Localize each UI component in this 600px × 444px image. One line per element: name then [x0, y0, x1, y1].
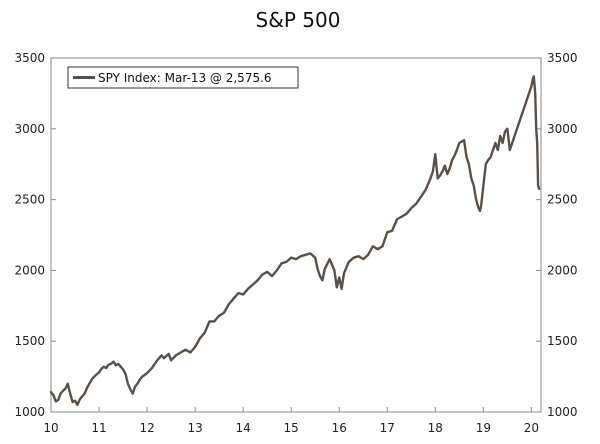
- x-tick-label: 19: [476, 421, 491, 435]
- x-tick-label: 17: [380, 421, 395, 435]
- y-tick-label-right: 2000: [547, 263, 578, 277]
- x-tick-label: 20: [524, 421, 539, 435]
- x-tick-label: 10: [43, 421, 58, 435]
- x-tick-label: 12: [139, 421, 154, 435]
- axis-ticks: 1000 1000 1500 1500 2000 2000 2500 2500 3000 3000…: [14, 51, 577, 435]
- series-layer: [49, 75, 541, 407]
- y-tick-label-right: 3000: [547, 122, 578, 136]
- y-tick-label-left: 1000: [14, 405, 45, 419]
- y-tick-label-right: 1000: [547, 405, 578, 419]
- legend-label: SPY Index: Mar-13 @ 2,575.6: [98, 71, 272, 85]
- x-tick-label: 11: [91, 421, 106, 435]
- series-line-spy: [49, 75, 541, 407]
- x-tick-label: 16: [332, 421, 347, 435]
- legend: SPY Index: Mar-13 @ 2,575.6: [67, 66, 299, 89]
- x-tick-label: 18: [428, 421, 443, 435]
- y-tick-label-left: 2000: [14, 263, 45, 277]
- x-tick-label: 13: [187, 421, 202, 435]
- y-tick-label-right: 2500: [547, 193, 578, 207]
- x-tick-label: 14: [236, 421, 251, 435]
- y-tick-label-left: 2500: [14, 193, 45, 207]
- plot-frame: [50, 57, 542, 413]
- y-tick-label-right: 3500: [547, 51, 578, 65]
- y-tick-label-left: 3500: [14, 51, 45, 65]
- legend-box: [67, 66, 299, 89]
- y-tick-label-left: 1500: [14, 334, 45, 348]
- y-tick-label-right: 1500: [547, 334, 578, 348]
- y-tick-label-left: 3000: [14, 122, 45, 136]
- chart-title: S&P 500: [256, 8, 341, 32]
- x-tick-label: 15: [284, 421, 299, 435]
